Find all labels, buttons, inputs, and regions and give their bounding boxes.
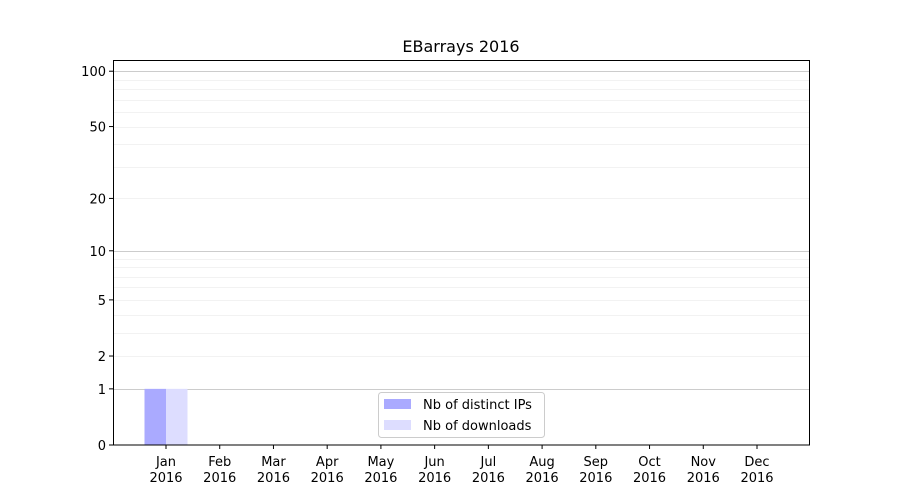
- bar-downloads: [166, 388, 188, 445]
- x-tick-label: 2016: [633, 471, 666, 486]
- y-tick-label: 2: [98, 350, 106, 365]
- x-axis: Jan2016Feb2016Mar2016Apr2016May2016Jun20…: [149, 445, 774, 486]
- x-tick-label: 2016: [687, 471, 720, 486]
- x-tick-label: 2016: [257, 471, 290, 486]
- x-tick-label: Jan: [155, 455, 176, 470]
- x-tick-label: Nov: [691, 455, 717, 470]
- legend-swatch: [384, 399, 411, 409]
- x-tick-label: Feb: [208, 455, 231, 470]
- y-tick-label: 20: [89, 192, 106, 207]
- x-tick-label: Aug: [529, 455, 554, 470]
- y-tick-label: 5: [98, 294, 106, 309]
- y-tick-label: 10: [89, 245, 106, 260]
- bar-distinct-ips: [144, 388, 166, 445]
- grid: [113, 71, 810, 390]
- x-tick-label: 2016: [311, 471, 344, 486]
- x-tick-label: Jun: [423, 455, 444, 470]
- x-tick-label: Apr: [316, 455, 339, 470]
- x-tick-label: 2016: [472, 471, 505, 486]
- x-tick-label: May: [367, 455, 394, 470]
- plot-frame: [113, 60, 810, 446]
- x-tick-label: 2016: [418, 471, 451, 486]
- y-axis: 0 1 2 5 10 20 50 100: [81, 65, 113, 454]
- x-tick-label: 2016: [579, 471, 612, 486]
- bars: [144, 388, 188, 445]
- legend-label: Nb of distinct IPs: [423, 398, 532, 413]
- x-tick-label: Oct: [638, 455, 660, 470]
- x-tick-label: 2016: [526, 471, 559, 486]
- y-tick-label: 1: [98, 383, 106, 398]
- legend-label: Nb of downloads: [423, 419, 532, 434]
- x-tick-label: Dec: [744, 455, 769, 470]
- legend-box: [378, 392, 545, 438]
- x-tick-label: Jul: [480, 455, 497, 470]
- x-tick-label: 2016: [149, 471, 182, 486]
- legend: Nb of distinct IPs Nb of downloads: [378, 392, 545, 438]
- legend-swatch: [384, 420, 411, 430]
- y-tick-label: 100: [81, 65, 106, 80]
- x-tick-label: 2016: [203, 471, 236, 486]
- x-tick-label: 2016: [364, 471, 397, 486]
- y-tick-label: 0: [98, 439, 106, 454]
- x-tick-label: 2016: [740, 471, 773, 486]
- chart-title: EBarrays 2016: [402, 37, 519, 56]
- y-tick-label: 50: [89, 121, 106, 136]
- x-tick-label: Mar: [261, 455, 286, 470]
- x-tick-label: Sep: [584, 455, 609, 470]
